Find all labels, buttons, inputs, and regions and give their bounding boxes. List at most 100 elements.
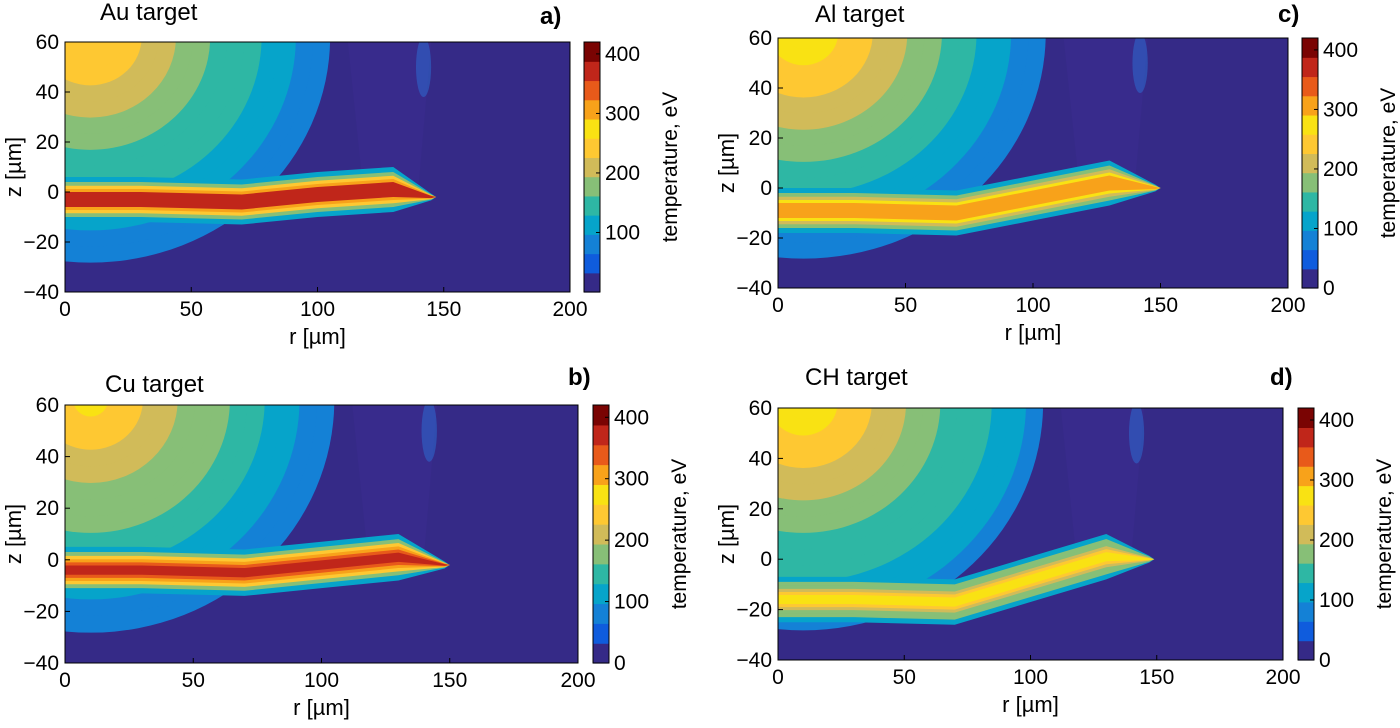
colorbar-swatch xyxy=(593,484,609,505)
colorbar-swatch xyxy=(584,138,600,158)
plume-region xyxy=(352,405,437,555)
colorbar-swatch xyxy=(1302,268,1318,289)
chart-panel-d: 0 50 100 150 200 −40 −20 0 20 40 60 r [µm] z [µm] CH … xyxy=(714,364,1396,717)
y-axis-label: z [µm] xyxy=(714,133,739,193)
x-tick-label: 200 xyxy=(1265,666,1300,689)
colorbar-swatch xyxy=(1302,134,1318,154)
heatmap-area xyxy=(778,38,1288,288)
colorbar-label: temperature, eV xyxy=(668,459,691,610)
colorbar-swatch xyxy=(584,253,600,274)
heatmap-area xyxy=(65,405,578,663)
jet-contour xyxy=(778,178,1161,218)
y-tick-label: 20 xyxy=(36,497,59,520)
colorbar-label: temperature, eV xyxy=(1373,459,1396,610)
jet-contour xyxy=(65,185,437,207)
colorbar-tick-label: 300 xyxy=(605,102,640,125)
heatmap-area xyxy=(778,408,1283,660)
colorbar-swatch xyxy=(593,583,609,605)
jet-contour xyxy=(778,552,1155,607)
x-tick-label: 0 xyxy=(59,298,71,321)
y-tick-label: 40 xyxy=(36,81,59,104)
colorbar-swatch xyxy=(584,234,600,255)
y-tick-label: −40 xyxy=(736,649,772,672)
colorbar-frame xyxy=(583,41,601,293)
colorbar-swatch xyxy=(1302,211,1318,231)
y-tick-label: 40 xyxy=(36,446,59,469)
colorbar-swatch xyxy=(584,99,600,120)
plume-region xyxy=(1063,38,1148,183)
x-tick-label: 200 xyxy=(560,669,595,692)
x-tick-label: 150 xyxy=(426,298,461,321)
colorbar-tick-label: 100 xyxy=(614,591,649,614)
colorbar: 400 300 200 100 0 temperature, eV xyxy=(1301,37,1400,300)
panel-title: CH target xyxy=(805,364,908,391)
x-tick-label: 50 xyxy=(180,298,203,321)
y-tick-label: 60 xyxy=(749,27,772,50)
y-tick-label: 0 xyxy=(47,549,59,572)
colorbar-frame xyxy=(1297,407,1315,661)
colorbar-tick-label: 0 xyxy=(1319,649,1331,672)
jet-contour xyxy=(778,549,1155,610)
colorbar-swatch xyxy=(584,215,600,235)
jet-contour xyxy=(65,552,450,578)
colorbar-swatch xyxy=(1298,504,1314,525)
colorbar-tick-label: 400 xyxy=(1323,39,1358,62)
y-tick-label: 20 xyxy=(749,498,772,521)
colorbar-swatch xyxy=(584,195,600,216)
colorbar-frame xyxy=(592,404,610,664)
colorbar-tick-label: 400 xyxy=(605,43,640,66)
colorbar-tick-label: 0 xyxy=(614,652,626,675)
colorbar: 400 300 200 100 temperature, eV xyxy=(583,41,682,293)
colorbar-swatch xyxy=(584,157,600,178)
colorbar-swatch xyxy=(584,61,600,82)
colorbar-swatch xyxy=(1298,485,1314,506)
colorbar-swatch xyxy=(593,543,609,565)
heatmap-area xyxy=(65,42,570,292)
colorbar-swatch xyxy=(1298,601,1314,622)
colorbar: 400 300 200 100 0 temperature, eV xyxy=(592,404,691,675)
panel-label: d) xyxy=(1270,364,1293,391)
y-tick-label: 0 xyxy=(760,548,772,571)
x-axis-label: r [µm] xyxy=(289,324,346,349)
colorbar-tick-label: 200 xyxy=(614,529,649,552)
colorbar-tick-label: 300 xyxy=(1319,469,1354,492)
y-tick-label: 40 xyxy=(749,447,772,470)
x-axis-label: r [µm] xyxy=(1005,320,1062,345)
colorbar-swatch xyxy=(1302,230,1318,251)
colorbar-swatch xyxy=(593,563,609,585)
colorbar-tick-label: 300 xyxy=(614,468,649,491)
plume-region xyxy=(1060,408,1145,555)
y-axis-label: z [µm] xyxy=(1,504,26,564)
colorbar-swatch xyxy=(1298,640,1314,661)
colorbar-swatch xyxy=(1302,249,1318,270)
colorbar-swatch xyxy=(593,524,609,545)
y-tick-label: −40 xyxy=(23,652,59,675)
x-tick-label: 100 xyxy=(1013,666,1048,689)
colorbar-swatch xyxy=(1298,446,1314,467)
x-tick-label: 0 xyxy=(772,666,784,689)
plume-region xyxy=(347,42,432,187)
plume-streak xyxy=(415,42,432,97)
colorbar-swatch xyxy=(593,504,609,525)
x-tick-label: 100 xyxy=(300,298,335,321)
x-tick-label: 0 xyxy=(59,669,71,692)
y-tick-label: 20 xyxy=(749,127,772,150)
corona-contour xyxy=(786,408,820,420)
colorbar-tick-label: 100 xyxy=(1323,217,1358,240)
colorbar-tick-label: 400 xyxy=(614,406,649,429)
y-tick-label: 60 xyxy=(749,397,772,420)
colorbar-swatch xyxy=(1302,76,1318,97)
colorbar-swatch xyxy=(1302,57,1318,78)
colorbar-swatch xyxy=(1298,621,1314,642)
corona-contour xyxy=(74,405,108,417)
x-tick-label: 50 xyxy=(894,294,917,317)
plume-streak xyxy=(1132,38,1148,93)
colorbar-swatch xyxy=(1302,191,1318,212)
colorbar-swatch xyxy=(1298,524,1314,545)
panel-label: c) xyxy=(1278,1,1299,28)
corona-contour xyxy=(73,42,107,54)
y-tick-label: 60 xyxy=(36,31,59,54)
panel-label: b) xyxy=(568,364,591,391)
colorbar-swatch xyxy=(1298,563,1314,584)
y-tick-label: 20 xyxy=(36,131,59,154)
